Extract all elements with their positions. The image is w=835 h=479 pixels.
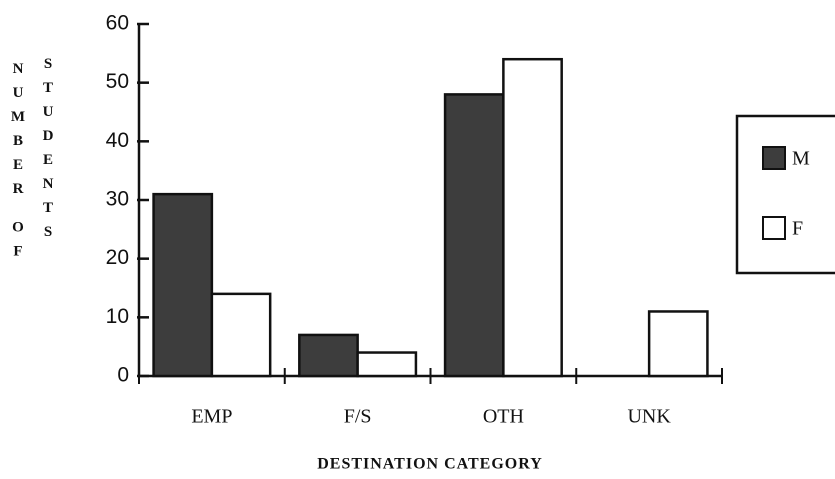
bar [502, 57, 563, 378]
y-tick-label: 40 [106, 129, 129, 152]
bar [356, 351, 418, 378]
bar [152, 192, 214, 378]
y-tick-label: 20 [106, 246, 129, 269]
x-tick-label: EMP [191, 406, 232, 428]
bar [647, 310, 709, 378]
y-tick-label: 60 [106, 12, 129, 35]
legend-box [735, 114, 835, 275]
x-tick-label: OTH [483, 406, 524, 428]
legend-swatch [762, 146, 786, 170]
bar [210, 292, 272, 378]
legend-label: F [792, 218, 803, 240]
x-axis-label: DESTINATION CATEGORY [317, 456, 543, 473]
bar [298, 333, 359, 378]
y-tick-label: 10 [106, 305, 129, 328]
x-tick-label: UNK [627, 406, 671, 428]
legend-swatch [762, 216, 786, 240]
x-tick-label: F/S [344, 406, 372, 428]
y-tick-label: 50 [106, 70, 129, 93]
y-tick-label: 30 [106, 188, 129, 211]
bar [443, 93, 505, 378]
y-tick-label: 0 [117, 364, 129, 387]
legend-label: M [792, 148, 810, 170]
